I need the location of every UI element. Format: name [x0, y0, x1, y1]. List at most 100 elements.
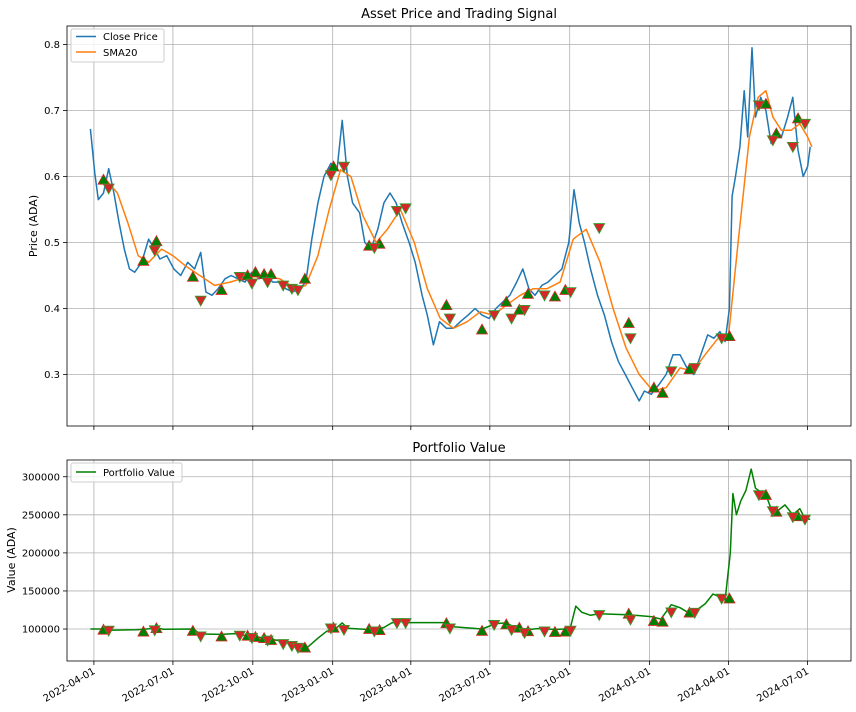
- sell-signal-marker: [102, 183, 115, 195]
- x-tick-label: 2024-01-01: [597, 666, 653, 705]
- sell-signal-marker: [148, 625, 161, 637]
- x-tick-label: 2022-07-01: [121, 666, 177, 705]
- sell-signal-marker: [593, 223, 606, 235]
- buy-signal-marker: [215, 283, 228, 295]
- buy-signal-marker: [647, 381, 661, 393]
- price-plot-frame: [66, 25, 852, 427]
- y-tick-label: 300000: [22, 472, 60, 483]
- sell-signal-marker: [624, 333, 637, 345]
- sell-signal-marker: [245, 278, 259, 290]
- sell-signal-marker: [518, 628, 531, 640]
- y-tick-label: 200000: [22, 548, 60, 559]
- sell-signal-marker: [324, 623, 338, 635]
- price-x-ticks: [93, 426, 808, 430]
- x-tick-label: 2023-01-01: [280, 666, 336, 705]
- sell-signal-marker: [368, 626, 381, 638]
- sell-signal-marker: [688, 607, 701, 619]
- sell-signal-marker: [368, 242, 381, 255]
- buy-signal-marker: [440, 298, 453, 311]
- portfolio-value-line: [90, 468, 811, 649]
- y-tick-label: 150000: [22, 586, 60, 597]
- x-tick-label: 2022-10-01: [200, 666, 256, 705]
- sell-signal-marker: [337, 161, 351, 173]
- sell-signal-marker: [399, 203, 412, 215]
- y-tick-label: 0.6: [44, 172, 60, 183]
- sell-signal-marker: [148, 245, 161, 257]
- legend-label-close-price: Close Price: [103, 32, 158, 43]
- y-tick-label: 0.8: [44, 40, 60, 51]
- sell-signal-marker: [291, 642, 305, 654]
- x-tick-label: 2023-04-01: [358, 666, 414, 705]
- buy-signal-marker: [475, 323, 489, 335]
- sell-signal-marker: [261, 277, 274, 289]
- sell-signal-marker: [337, 624, 351, 637]
- portfolio-y-axis-label: Value (ADA): [5, 527, 18, 593]
- sell-signal-marker: [194, 631, 207, 643]
- buy-signal-marker: [622, 316, 635, 328]
- sell-signal-marker: [443, 623, 457, 635]
- sell-signal-marker: [443, 313, 457, 325]
- sell-signal-marker: [715, 593, 728, 605]
- buy-signal-marker: [150, 234, 163, 246]
- portfolio-x-ticks: 2022-04-01 2022-07-01 2022-10-01 2023-01-01…: [42, 661, 811, 705]
- price-series-group: [89, 47, 813, 402]
- buy-signal-marker: [723, 592, 736, 604]
- x-tick-label: 2024-07-01: [755, 666, 811, 705]
- x-tick-label: 2022-04-01: [42, 666, 98, 705]
- sell-signal-marker: [798, 514, 812, 526]
- price-gridlines: [67, 26, 851, 426]
- price-legend: Close Price SMA20: [70, 28, 165, 63]
- y-tick-label: 250000: [22, 510, 60, 521]
- y-tick-label: 0.4: [44, 304, 60, 315]
- buy-signal-marker: [759, 488, 773, 500]
- sell-signal-marker: [786, 512, 800, 524]
- buy-signal-marker: [647, 614, 661, 626]
- portfolio-legend: Portfolio Value: [70, 462, 183, 483]
- sell-signal-marker: [390, 618, 404, 630]
- buy-signal-marker: [215, 630, 228, 642]
- sma20-line: [105, 89, 813, 392]
- sell-signal-marker: [752, 490, 766, 502]
- buy-signal-marker: [186, 270, 200, 282]
- price-y-axis-label: Price (ADA): [27, 195, 40, 257]
- sell-signal-marker: [564, 287, 577, 299]
- sell-signal-marker: [665, 366, 678, 378]
- sell-signal-marker: [324, 170, 338, 182]
- x-tick-label: 2024-04-01: [676, 666, 732, 705]
- sell-signal-marker: [665, 607, 678, 619]
- sell-signal-marker: [766, 135, 780, 147]
- y-tick-label: 0.7: [44, 106, 60, 117]
- sell-signal-marker: [291, 285, 305, 297]
- sell-signal-marker: [538, 626, 551, 638]
- buy-signal-marker: [137, 254, 150, 266]
- sell-signal-marker: [487, 620, 501, 632]
- y-tick-label: 0.3: [44, 370, 60, 381]
- buy-signal-marker: [521, 287, 535, 299]
- buy-signal-marker: [656, 386, 669, 398]
- price-chart-title: Asset Price and Trading Signal: [361, 7, 557, 22]
- portfolio-legend-box: [70, 462, 183, 483]
- sell-signal-marker: [245, 632, 259, 645]
- sell-signal-marker: [102, 625, 115, 637]
- sell-signal-marker: [233, 272, 246, 284]
- legend-label-sma20: SMA20: [103, 48, 138, 59]
- sell-signal-marker: [766, 506, 780, 518]
- legend-label-portfolio-value: Portfolio Value: [103, 468, 175, 479]
- buy-signal-marker: [298, 641, 312, 653]
- portfolio-series-group: [90, 468, 811, 649]
- price-signal-markers: [97, 97, 812, 398]
- y-tick-label: 0.5: [44, 238, 60, 249]
- sell-signal-marker: [564, 625, 577, 637]
- x-tick-label: 2023-10-01: [517, 666, 573, 705]
- buy-signal-marker: [249, 265, 262, 278]
- sell-signal-marker: [518, 305, 531, 317]
- buy-signal-marker: [137, 625, 150, 637]
- buy-signal-marker: [723, 329, 736, 342]
- buy-signal-marker: [548, 625, 562, 637]
- sell-signal-marker: [233, 630, 246, 642]
- sell-signal-marker: [194, 295, 207, 307]
- buy-signal-marker: [548, 290, 562, 302]
- sell-signal-marker: [399, 618, 412, 630]
- portfolio-chart: Portfolio Value 100000 150000 200000 250000…: [5, 441, 852, 705]
